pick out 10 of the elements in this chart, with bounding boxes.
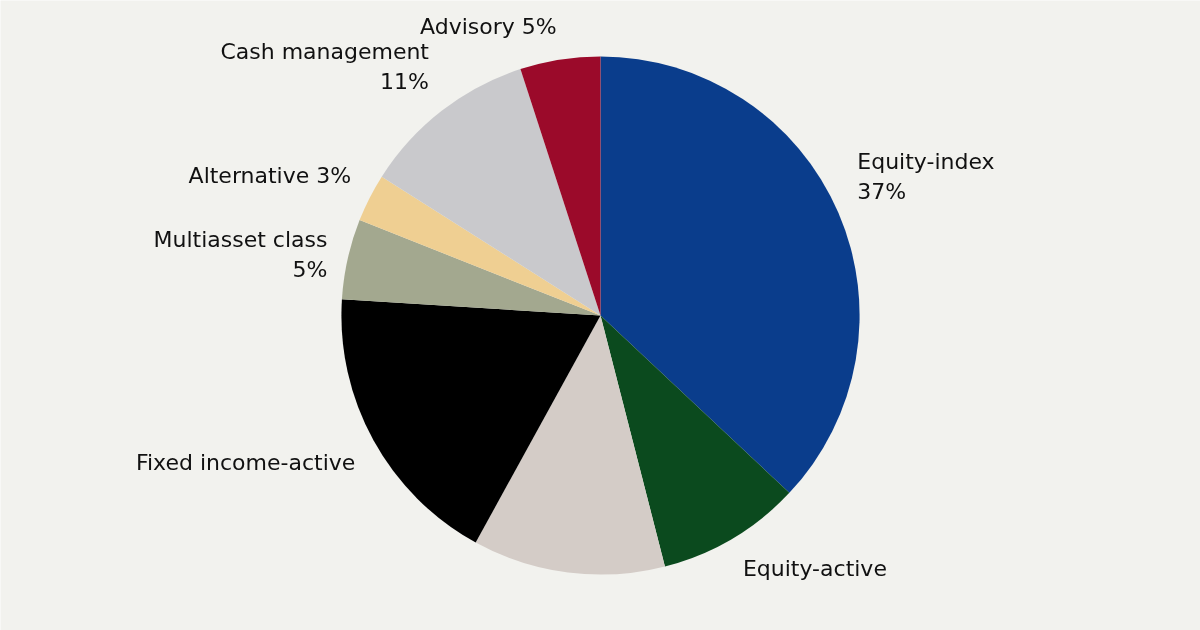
slice-label: Advisory 5% — [420, 14, 557, 40]
slice-label: Equity-active — [742, 556, 887, 582]
data-label: 11% — [380, 69, 430, 95]
slice-label: Alternative 3% — [188, 163, 352, 189]
slice-label: Equity-index — [857, 149, 995, 175]
data-label: 37% — [857, 179, 907, 205]
data-label: 5% — [292, 256, 328, 282]
slice-label: Cash management — [220, 39, 430, 65]
slice-label: Fixed income-active — [135, 450, 356, 476]
slice-label: Multiasset class — [153, 226, 328, 252]
